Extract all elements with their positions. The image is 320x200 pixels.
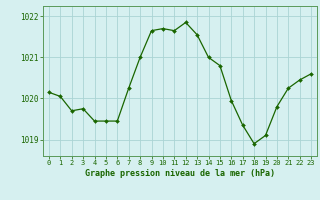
X-axis label: Graphe pression niveau de la mer (hPa): Graphe pression niveau de la mer (hPa) — [85, 169, 275, 178]
